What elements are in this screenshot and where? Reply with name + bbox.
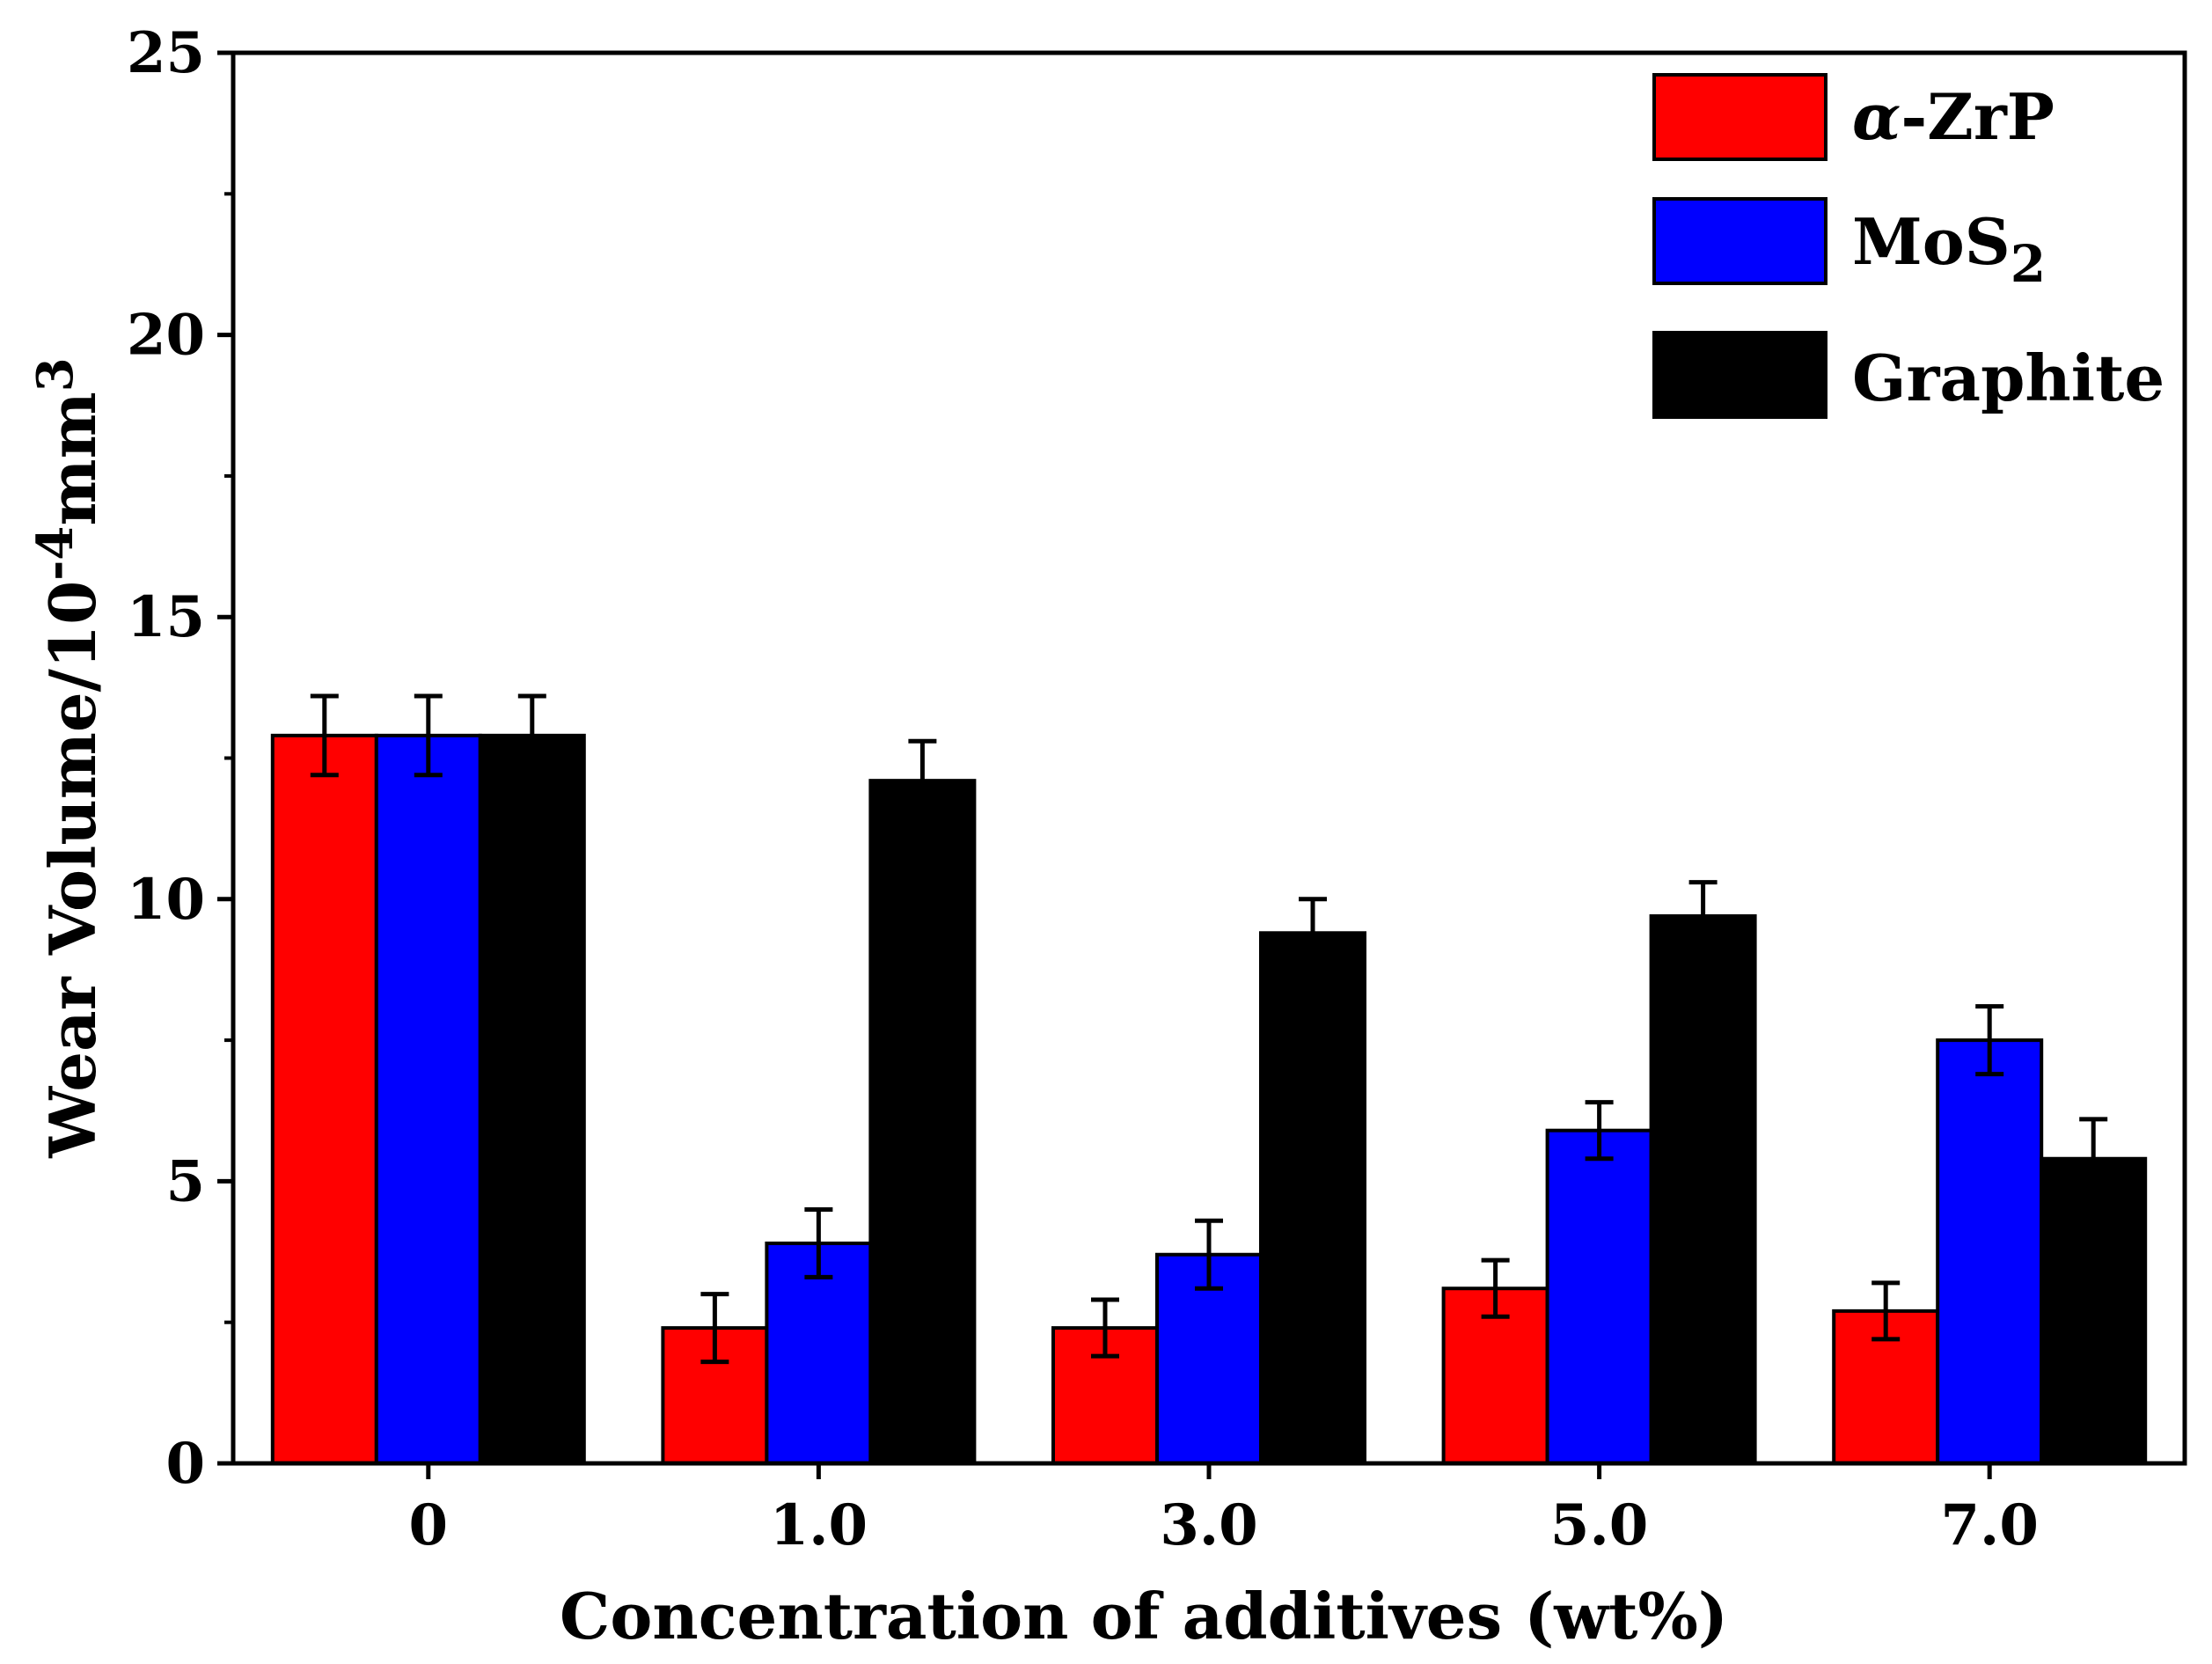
bar-graphite-1-0 xyxy=(868,779,977,1465)
error-bar-zrp-0 xyxy=(310,693,339,778)
error-bar-zrp-7-0 xyxy=(1871,1280,1901,1342)
error-bar-mos2-5-0 xyxy=(1585,1100,1614,1162)
bar-graphite-5-0 xyxy=(1649,914,1757,1465)
bar-graphite-0 xyxy=(478,733,586,1465)
y-axis-title: Wear Volume/10-4mm3 xyxy=(26,357,110,1158)
error-bar-mos2-7-0 xyxy=(1975,1004,2004,1077)
ticks-layer: 0 1.0 3.0 5.0 7.0 0 5 10 15 20 25 xyxy=(127,20,2039,1558)
error-bar-mos2-0 xyxy=(414,693,443,778)
bar-mos2-5-0 xyxy=(1545,1128,1653,1466)
y-tick-label-25: 25 xyxy=(127,20,205,86)
legend-label-alpha-zrp: α-ZrP xyxy=(1852,79,2055,154)
bar-mos2-7-0 xyxy=(1936,1038,2044,1465)
legend-label-mos2: MoS2 xyxy=(1852,204,2046,294)
legend-label-graphite: Graphite xyxy=(1852,341,2164,415)
y-tick-label-10: 10 xyxy=(127,867,205,933)
y-tick-label-0: 0 xyxy=(165,1431,205,1497)
x-tick-label-1-0: 1.0 xyxy=(770,1492,868,1558)
x-tick-label-5-0: 5.0 xyxy=(1550,1492,1648,1558)
y-tick-label-20: 20 xyxy=(127,303,205,369)
bar-mos2-1-0 xyxy=(765,1241,873,1465)
legend-swatch-mos2 xyxy=(1652,197,1827,285)
error-bars-layer xyxy=(310,693,2108,1365)
x-axis-title: Concentration of additives (wt%) xyxy=(560,1579,1728,1653)
error-bar-zrp-3-0 xyxy=(1091,1297,1119,1359)
error-bar-mos2-1-0 xyxy=(804,1206,833,1279)
bar-graphite-7-0 xyxy=(2040,1156,2148,1465)
y-tick-label-5: 5 xyxy=(165,1148,205,1214)
error-bar-graphite-3-0 xyxy=(1299,897,1327,970)
bar-zrp-0 xyxy=(270,733,378,1465)
bar-mos2-0 xyxy=(374,733,482,1465)
y-tick-label-15: 15 xyxy=(127,584,205,650)
error-bar-zrp-1-0 xyxy=(700,1292,729,1365)
x-tick-label-7-0: 7.0 xyxy=(1941,1492,2039,1558)
legend: α-ZrP MoS2 Graphite xyxy=(1652,73,2164,419)
error-bar-graphite-7-0 xyxy=(2079,1117,2108,1201)
legend-swatch-graphite xyxy=(1652,331,1827,419)
error-bar-graphite-1-0 xyxy=(908,738,937,823)
error-bar-graphite-5-0 xyxy=(1688,880,1718,953)
error-bar-graphite-0 xyxy=(517,693,546,778)
legend-swatch-alpha-zrp xyxy=(1652,73,1827,161)
x-tick-label-3-0: 3.0 xyxy=(1160,1492,1257,1558)
bar-graphite-3-0 xyxy=(1259,931,1366,1465)
error-bar-mos2-3-0 xyxy=(1195,1218,1223,1291)
x-tick-label-0: 0 xyxy=(409,1492,449,1558)
bars-layer xyxy=(270,733,2148,1466)
error-bar-zrp-5-0 xyxy=(1481,1257,1510,1319)
